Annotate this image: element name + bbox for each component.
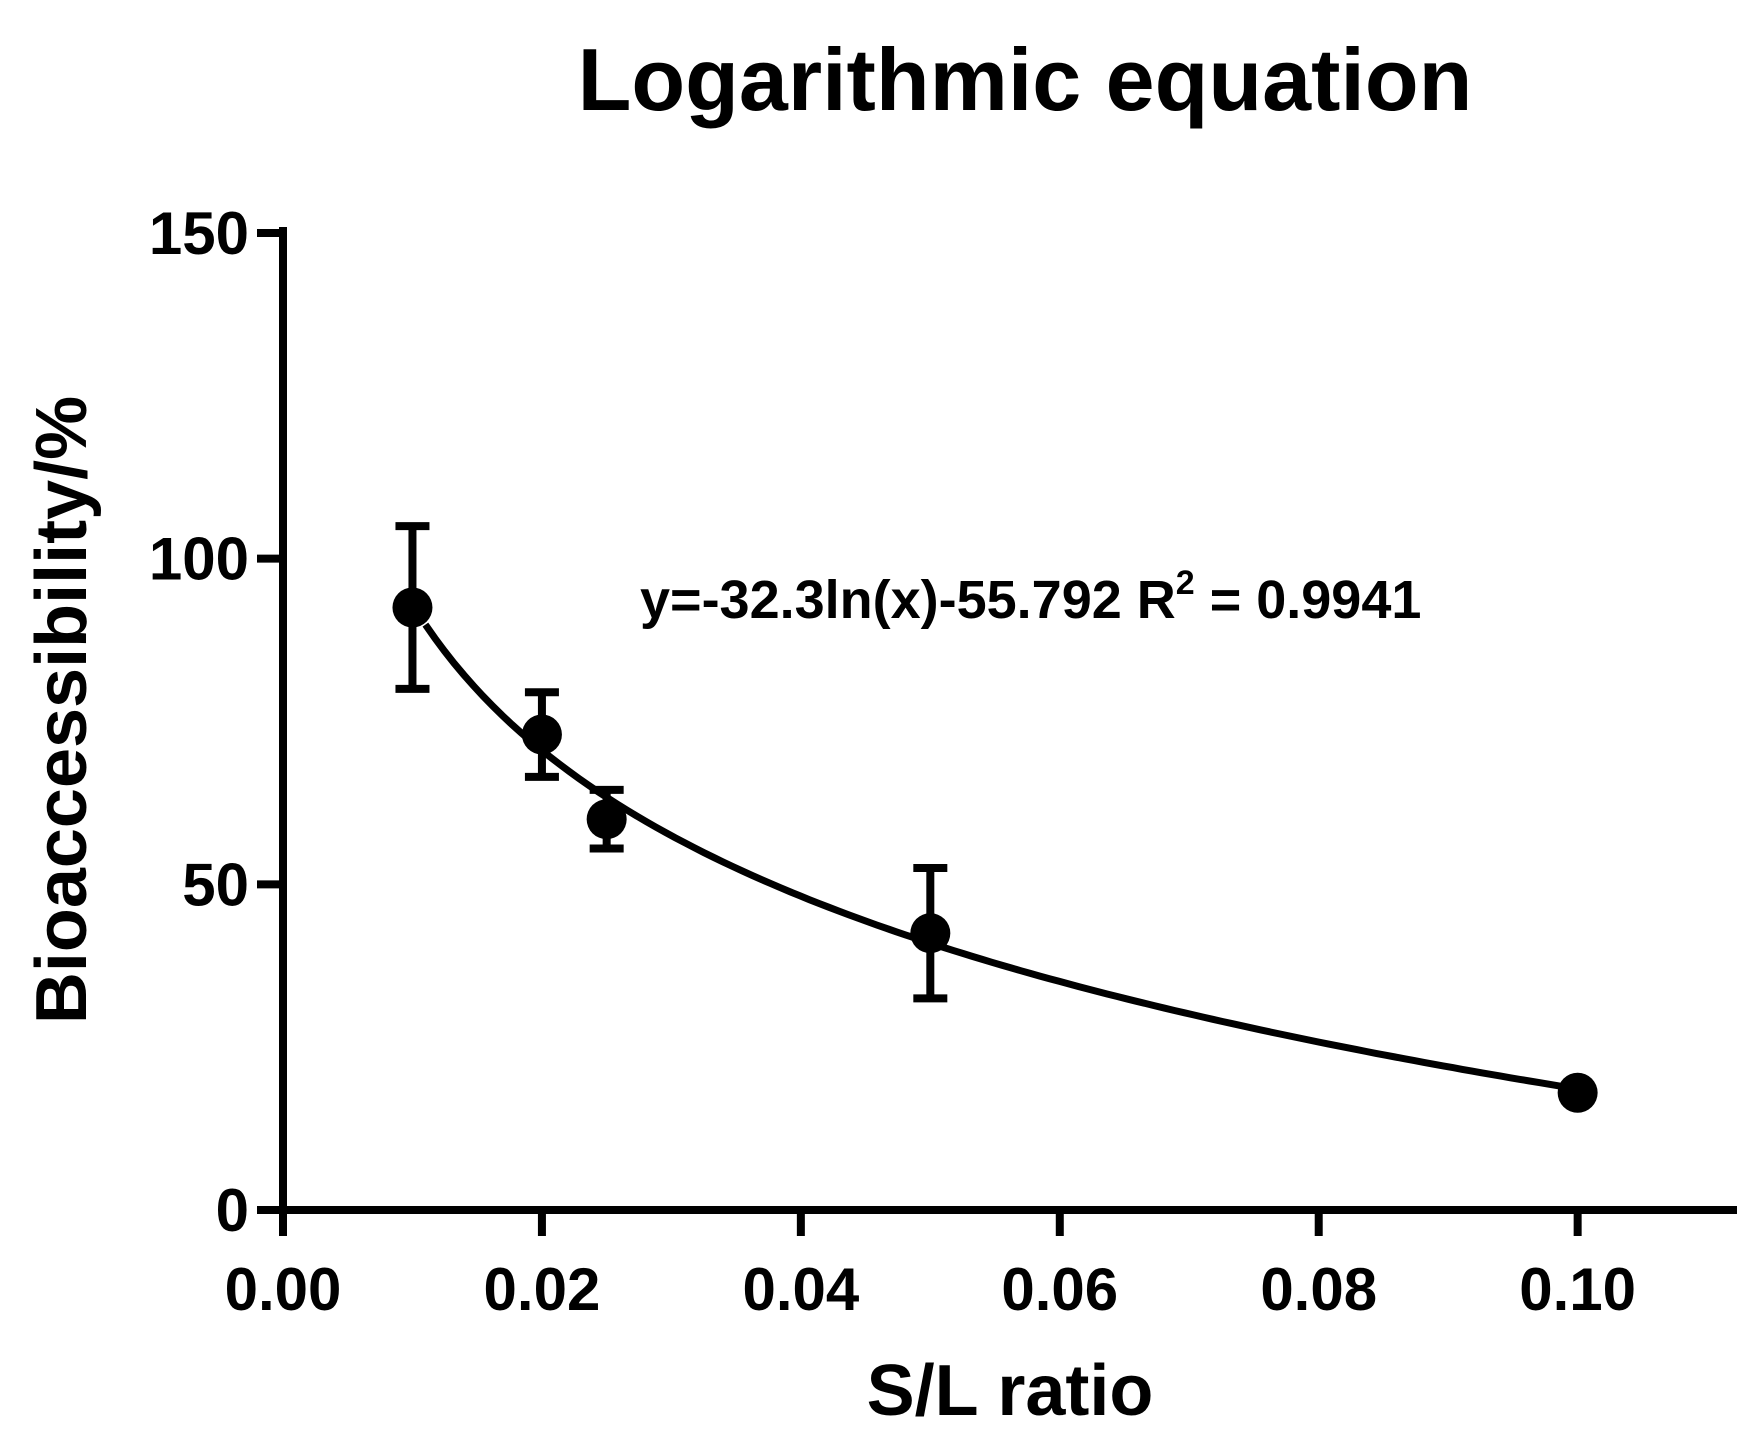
y-axis-label: Bioaccessibility/% [22,396,102,1024]
data-point [521,714,562,755]
y-tick-label: 0 [216,1177,249,1244]
data-point [586,799,627,840]
x-axis-label: S/L ratio [867,1351,1154,1431]
equation-text: y=-32.3ln(x)-55.792 R [640,570,1176,630]
chart-title: Logarithmic equation [578,30,1473,129]
points-layer [392,587,1598,1113]
x-tick-label: 0.00 [225,1256,342,1323]
data-point [910,913,951,954]
r2-value: = 0.9941 [1195,570,1422,630]
equation-annotation: y=-32.3ln(x)-55.792 R2 = 0.9941 [640,564,1421,630]
y-tick-label: 150 [149,200,249,267]
axes [279,227,1737,1214]
fit-layer [422,622,1579,1093]
x-tick-label: 0.02 [484,1256,601,1323]
y-tick-label: 100 [149,526,249,593]
data-point [1557,1072,1598,1113]
data-point [392,587,433,628]
ticks: 0 50 100 150 0.00 0.02 0.04 0.06 0.08 0.10 [149,200,1636,1323]
x-tick-label: 0.04 [742,1256,859,1323]
x-tick-label: 0.08 [1260,1256,1377,1323]
r2-superscript: 2 [1176,564,1195,602]
fit-curve [422,622,1579,1093]
y-tick-label: 50 [182,851,249,918]
x-tick-label: 0.06 [1001,1256,1118,1323]
x-tick-label: 0.10 [1519,1256,1636,1323]
